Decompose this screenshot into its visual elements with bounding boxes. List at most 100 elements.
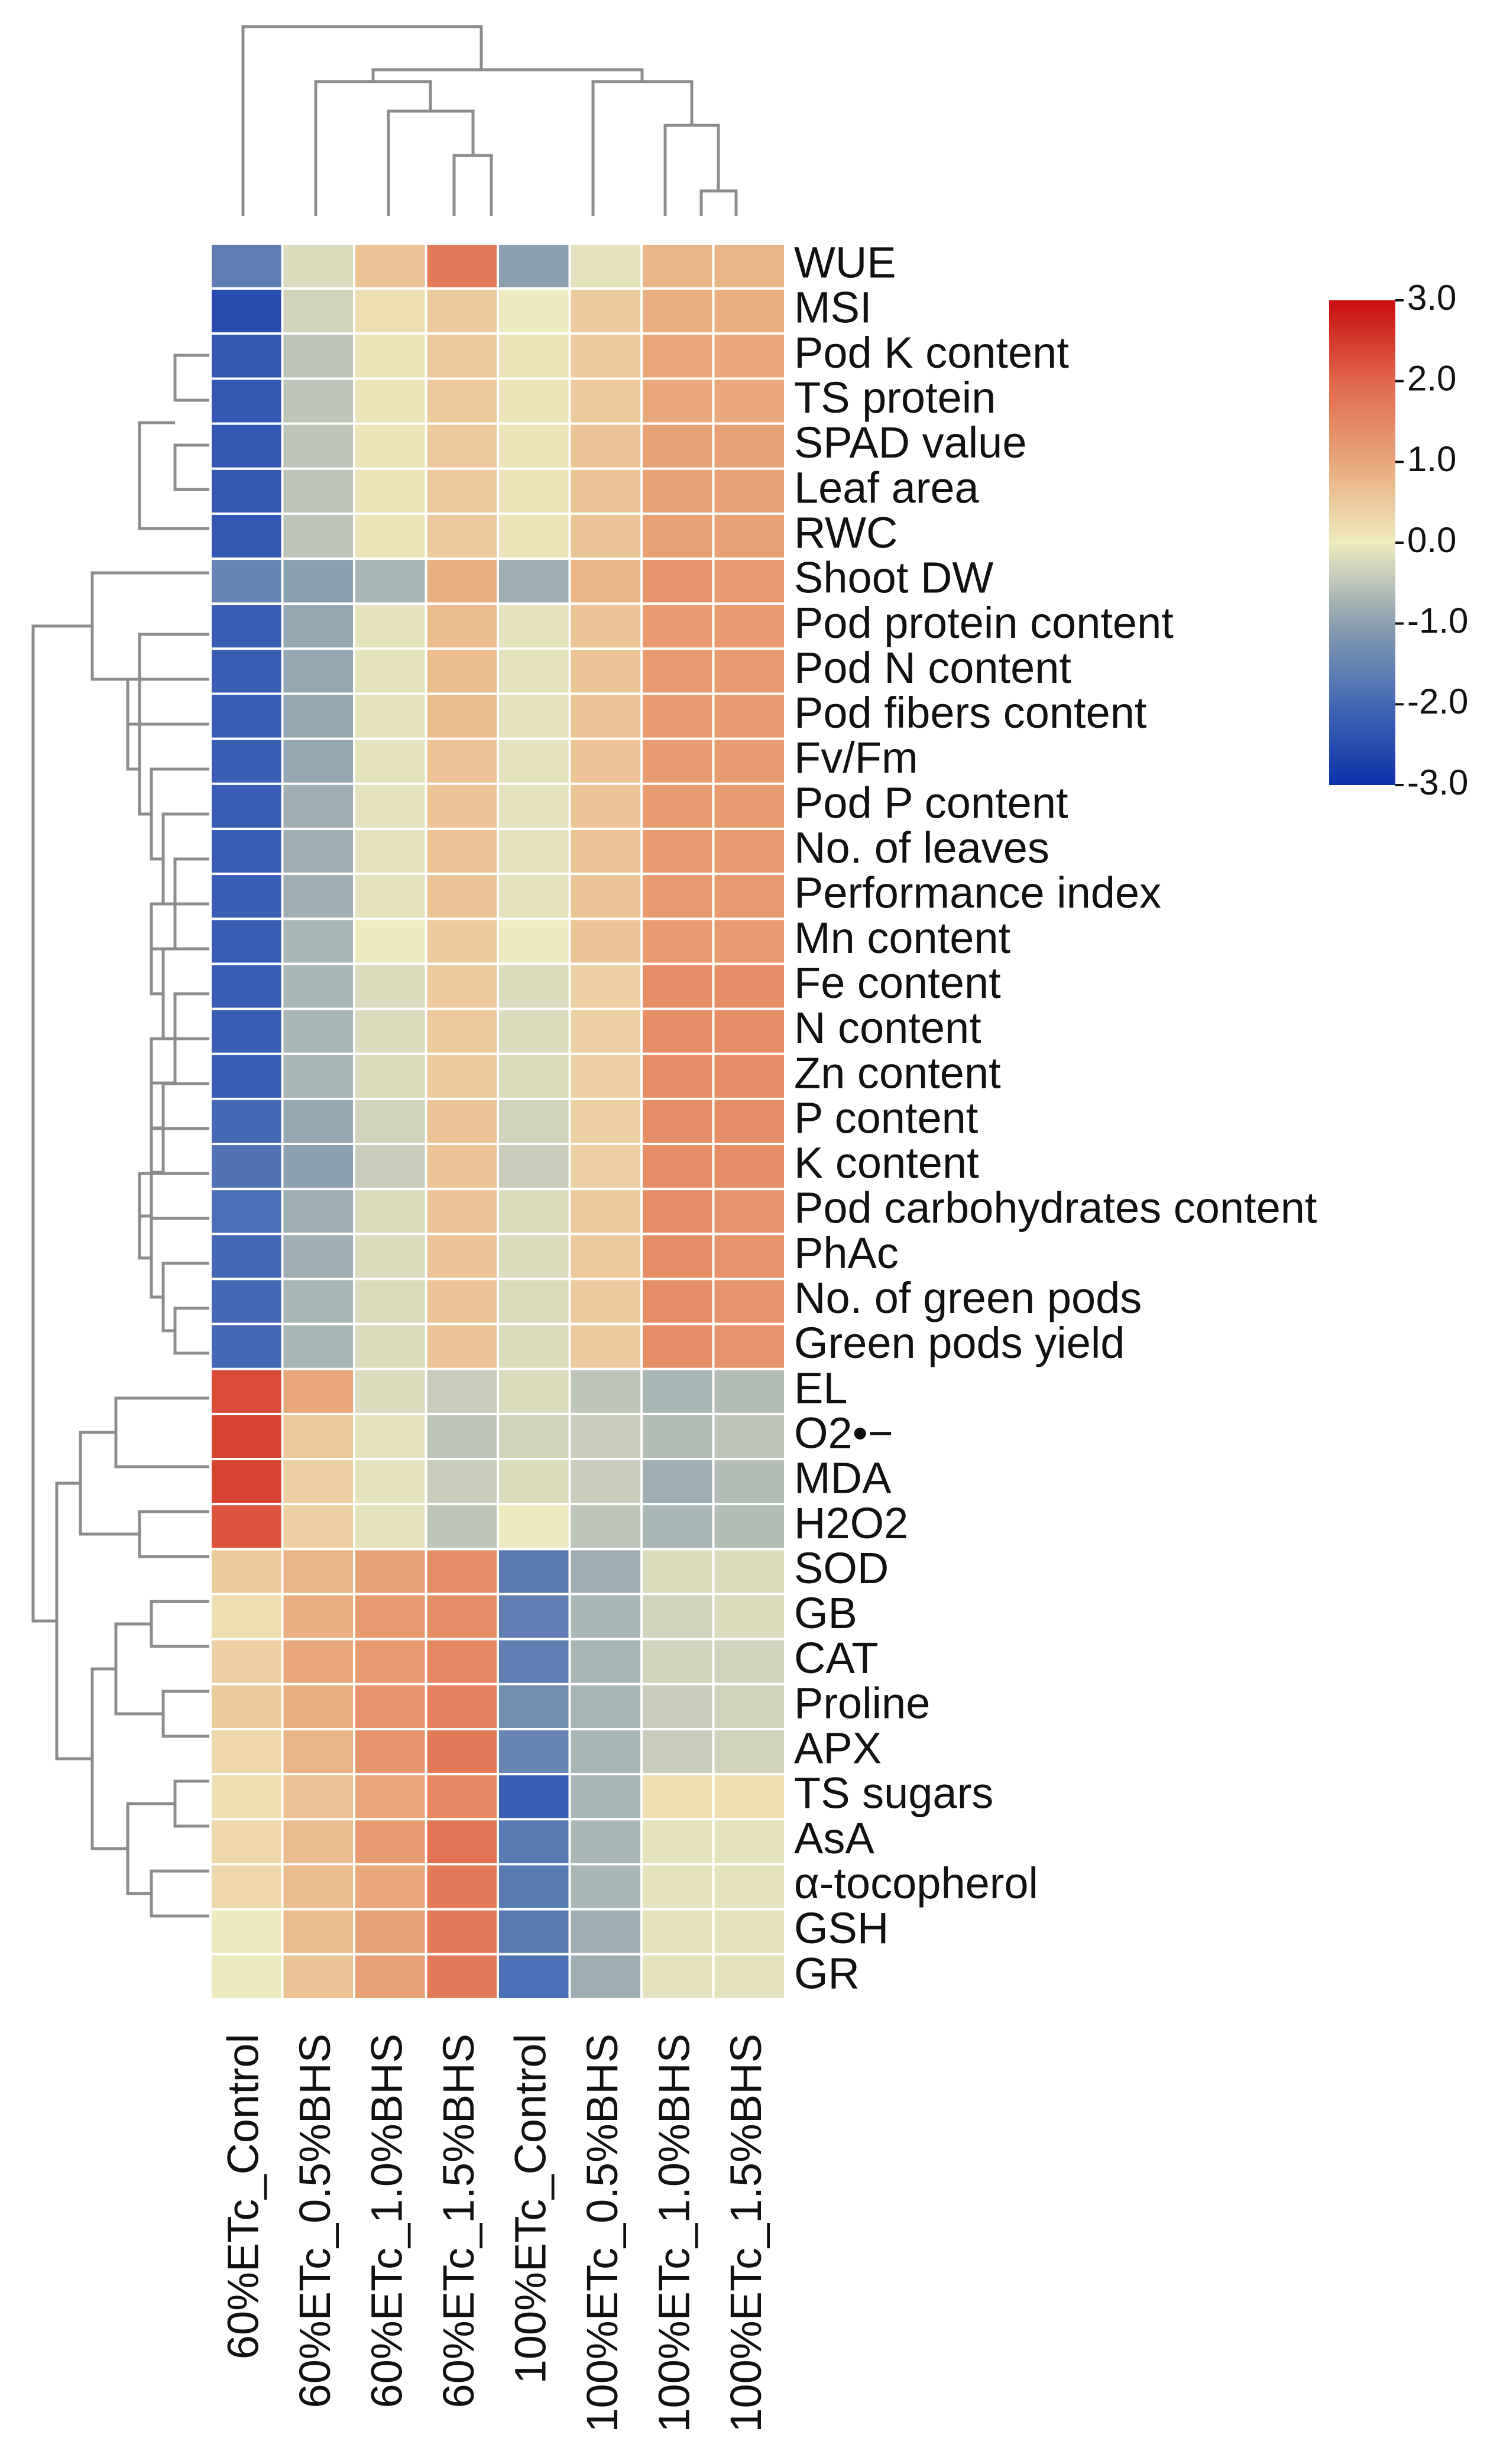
heatmap-cell xyxy=(353,512,427,560)
heatmap-cell xyxy=(712,1682,786,1731)
heatmap-cell xyxy=(712,782,786,831)
legend-ticks: 3.0 2.0 1.0 0.0 -1.0 -2.0 -3.0 xyxy=(1395,278,1468,802)
heatmap-cell xyxy=(353,1682,427,1731)
heatmap-cell xyxy=(353,1367,427,1416)
heatmap-cell xyxy=(712,1188,786,1236)
heatmap-cell xyxy=(712,1007,786,1055)
color-legend: 3.0 2.0 1.0 0.0 -1.0 -2.0 -3.0 xyxy=(1329,278,1468,802)
heatmap-cell xyxy=(353,917,427,965)
heatmap-cell xyxy=(640,1458,715,1506)
heatmap-cell xyxy=(281,1458,355,1506)
row-label: Pod protein content xyxy=(794,598,1174,647)
heatmap-cell xyxy=(353,1412,427,1461)
heatmap-cell xyxy=(425,1953,499,2001)
heatmap-cell xyxy=(497,962,571,1010)
heatmap-cell xyxy=(568,242,643,290)
heatmap-cell xyxy=(497,1322,571,1370)
heatmap-cell xyxy=(425,377,499,425)
heatmap-cell xyxy=(425,1728,499,1776)
heatmap-cell xyxy=(353,1953,427,2001)
heatmap-cell xyxy=(353,1638,427,1685)
heatmap-cell xyxy=(712,1322,786,1370)
heatmap-cell xyxy=(281,467,355,515)
heatmap-cell xyxy=(425,647,499,695)
heatmap-cell xyxy=(640,1953,715,2001)
heatmap-cell xyxy=(209,692,284,740)
heatmap-cell xyxy=(497,1953,571,2001)
legend-tick-label: -1.0 xyxy=(1407,601,1468,641)
heatmap-cell xyxy=(568,1367,643,1416)
row-label: Mn content xyxy=(794,913,1011,962)
heatmap-cell xyxy=(209,1908,284,1956)
heatmap-cell xyxy=(640,1097,715,1146)
heatmap-cell xyxy=(712,1773,786,1821)
heatmap-cell xyxy=(568,287,643,335)
heatmap-cell xyxy=(209,828,284,876)
heatmap-cell xyxy=(425,287,499,335)
heatmap-cell xyxy=(425,1007,499,1055)
heatmap-cell xyxy=(353,737,427,785)
row-label: AsA xyxy=(794,1814,874,1863)
heatmap-cell xyxy=(712,1593,786,1640)
heatmap-cell xyxy=(353,1458,427,1506)
heatmap-cell xyxy=(425,332,499,380)
heatmap-cell xyxy=(209,1682,284,1731)
heatmap-cell xyxy=(425,1233,499,1280)
heatmap-cell xyxy=(281,242,355,290)
heatmap-cell xyxy=(425,1188,499,1236)
heatmap-cell xyxy=(568,782,643,831)
heatmap-cell xyxy=(425,1638,499,1685)
heatmap-cell xyxy=(425,422,499,470)
heatmap-cell xyxy=(712,602,786,650)
heatmap-cell xyxy=(281,1052,355,1100)
heatmap-cell xyxy=(640,377,715,425)
heatmap-cell xyxy=(640,1593,715,1640)
row-label: MSI xyxy=(794,283,872,332)
heatmap-cell xyxy=(497,1233,571,1280)
heatmap-cell xyxy=(353,1143,427,1191)
heatmap-cell xyxy=(640,782,715,831)
heatmap-cell xyxy=(425,1503,499,1551)
heatmap-cell xyxy=(209,1188,284,1236)
heatmap-cell xyxy=(281,1233,355,1280)
heatmap-cell xyxy=(425,828,499,876)
heatmap-cell xyxy=(712,1863,786,1911)
heatmap-cell xyxy=(281,1548,355,1596)
heatmap-cell xyxy=(209,1007,284,1055)
heatmap-cell xyxy=(568,1638,643,1685)
heatmap-cell xyxy=(425,242,499,290)
heatmap-cell xyxy=(425,1278,499,1325)
heatmap-cell xyxy=(568,1728,643,1776)
heatmap-cell xyxy=(209,1143,284,1191)
heatmap-cell xyxy=(640,737,715,785)
heatmap-cell xyxy=(712,1908,786,1956)
heatmap-cell xyxy=(209,1728,284,1776)
heatmap-cell xyxy=(640,1863,715,1911)
heatmap-cell xyxy=(353,1593,427,1640)
heatmap-cell xyxy=(281,557,355,605)
heatmap-cell xyxy=(281,377,355,425)
heatmap-cell xyxy=(353,1052,427,1100)
heatmap-cell xyxy=(353,692,427,740)
heatmap-cell xyxy=(425,873,499,920)
heatmap-cell xyxy=(353,828,427,876)
heatmap-cell xyxy=(712,1097,786,1146)
heatmap-cell xyxy=(497,1412,571,1461)
column-label: 100%ETc_1.5%BHS xyxy=(721,2034,770,2433)
heatmap-cell xyxy=(281,1322,355,1370)
heatmap-cell xyxy=(497,828,571,876)
heatmap-cell xyxy=(425,1052,499,1100)
heatmap-cell xyxy=(353,647,427,695)
heatmap-cell xyxy=(712,1052,786,1100)
legend-tick-label: 0.0 xyxy=(1407,520,1456,560)
heatmap-cell xyxy=(568,1097,643,1146)
row-label: P content xyxy=(794,1093,979,1142)
heatmap-cell xyxy=(640,422,715,470)
heatmap-cell xyxy=(640,1367,715,1416)
heatmap-cell xyxy=(425,1593,499,1640)
row-label: Fe content xyxy=(794,958,1001,1007)
heatmap-cell xyxy=(568,1458,643,1506)
heatmap-cell xyxy=(425,1818,499,1866)
row-label: APX xyxy=(794,1724,882,1773)
